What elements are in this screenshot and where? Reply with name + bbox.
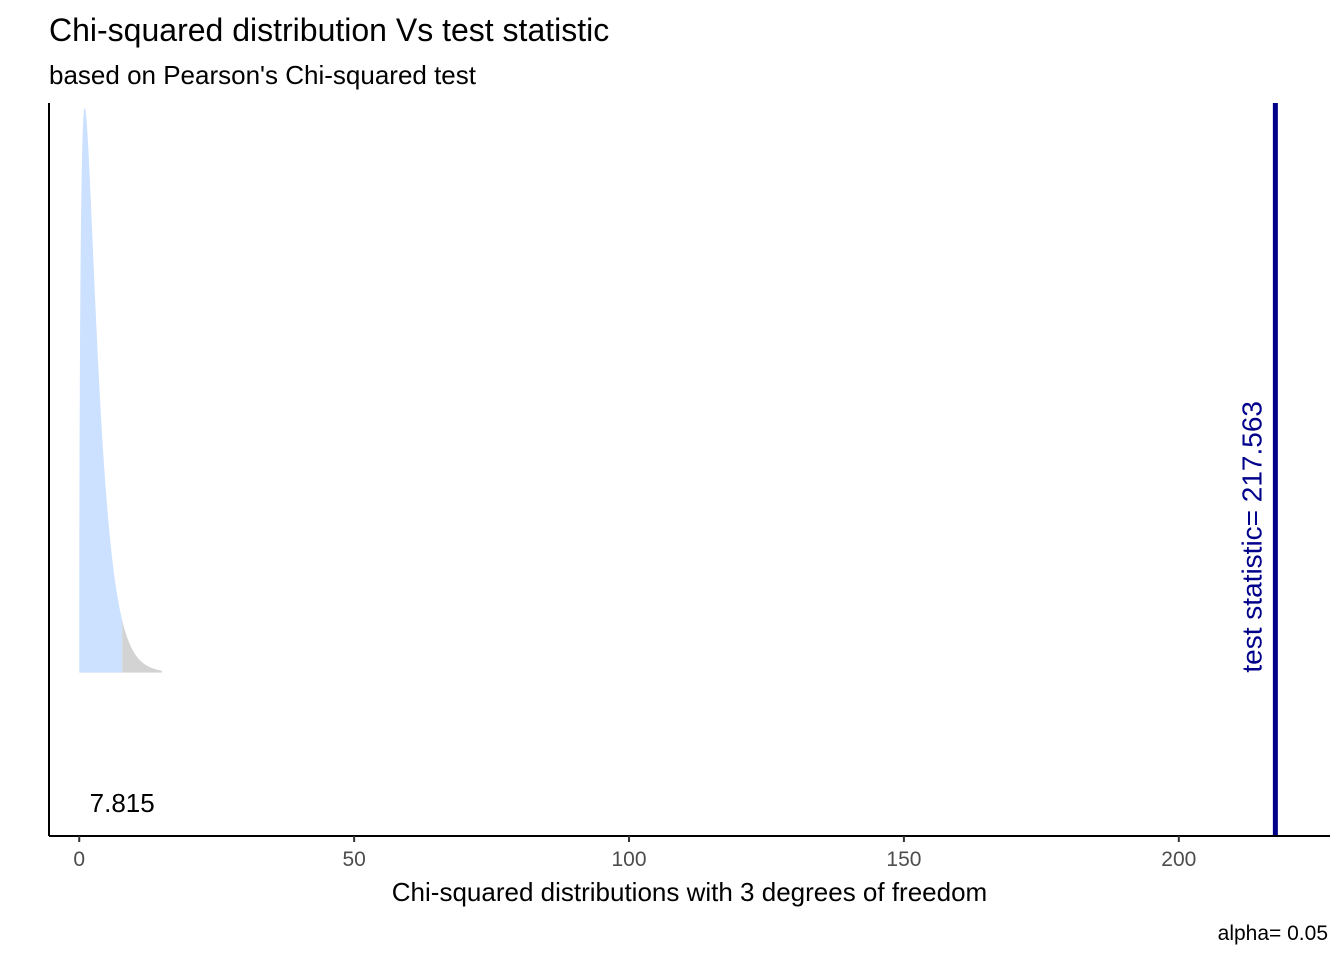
x-tick-label: 100 xyxy=(612,848,647,871)
chart-subtitle: based on Pearson's Chi-squared test xyxy=(49,60,476,90)
alpha-caption: alpha= 0.05 xyxy=(1217,922,1328,945)
chart-title: Chi-squared distribution Vs test statist… xyxy=(49,12,610,48)
x-tick-label: 150 xyxy=(886,848,921,871)
x-tick-label: 0 xyxy=(73,848,85,871)
x-tick-label: 200 xyxy=(1161,848,1196,871)
rejection-region xyxy=(122,620,162,673)
x-tick-label: 50 xyxy=(342,848,365,871)
test-statistic-label: test statistic= 217.563 xyxy=(1236,401,1267,673)
x-axis-label: Chi-squared distributions with 3 degrees… xyxy=(392,877,987,907)
critical-value-label: 7.815 xyxy=(90,788,155,818)
acceptance-region xyxy=(79,107,123,673)
